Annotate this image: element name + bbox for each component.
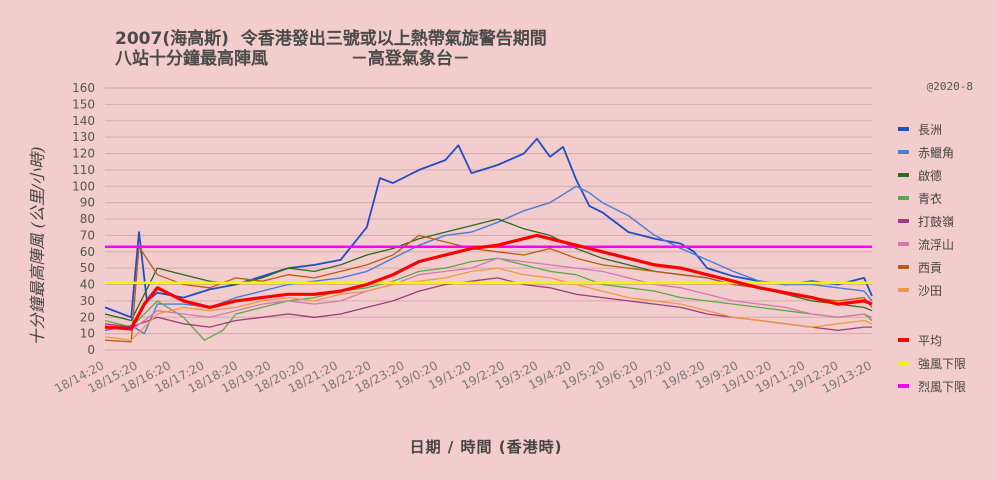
legend-item[interactable]: 平均 bbox=[898, 331, 942, 349]
series-line-沙田 bbox=[104, 267, 873, 341]
legend-label: 長洲 bbox=[918, 122, 943, 137]
x-axis-label: 日期 / 時間 (香港時) bbox=[409, 438, 563, 456]
y-tick-label: 30 bbox=[80, 294, 95, 308]
legend-swatch bbox=[898, 150, 909, 154]
legend-label: 青衣 bbox=[918, 191, 943, 206]
legend-item[interactable]: 打鼓嶺 bbox=[898, 212, 954, 230]
y-tick-label: 160 bbox=[72, 81, 95, 95]
chart-title-line-2: 八站十分鐘最高陣風 －高登氣象台－ bbox=[115, 49, 470, 69]
legend-item[interactable]: 沙田 bbox=[898, 281, 942, 299]
series-line-青衣 bbox=[104, 257, 873, 341]
legend-label: 打鼓嶺 bbox=[918, 214, 955, 229]
y-tick-label: 70 bbox=[80, 228, 95, 242]
legend-label: 赤鱲角 bbox=[918, 145, 955, 160]
series-line-平均 bbox=[104, 233, 873, 331]
y-tick-label: 40 bbox=[80, 278, 95, 292]
y-tick-label: 80 bbox=[80, 212, 95, 226]
y-tick-label: 110 bbox=[72, 163, 95, 177]
legend-label: 強風下限 bbox=[918, 356, 967, 371]
legend-label: 西貢 bbox=[918, 260, 943, 275]
legend-item[interactable]: 強風下限 bbox=[898, 354, 966, 372]
series-line-長洲 bbox=[104, 137, 873, 319]
legend-swatch bbox=[898, 361, 909, 365]
y-tick-label: 120 bbox=[72, 147, 95, 161]
legend-item[interactable]: 赤鱲角 bbox=[898, 143, 954, 161]
y-tick-label: 0 bbox=[87, 343, 95, 357]
y-tick-label: 90 bbox=[80, 196, 95, 210]
y-tick-label: 60 bbox=[80, 245, 95, 259]
legend-item[interactable]: 青衣 bbox=[898, 189, 942, 207]
y-tick-label: 150 bbox=[72, 97, 95, 111]
y-tick-label: 130 bbox=[72, 130, 95, 144]
legend-swatch bbox=[898, 265, 909, 269]
legend-swatch bbox=[898, 338, 909, 342]
series-line-流浮山 bbox=[104, 257, 873, 332]
legend-swatch bbox=[898, 219, 909, 223]
legend-item[interactable]: 長洲 bbox=[898, 120, 942, 138]
y-tick-label: 100 bbox=[72, 179, 95, 193]
legend-item[interactable]: 烈風下限 bbox=[898, 377, 966, 395]
chart-title-line-1: 2007(海高斯) 令香港發出三號或以上熱帶氣旋警告期間 bbox=[115, 29, 547, 49]
legend-swatch bbox=[898, 196, 909, 200]
y-tick-label: 140 bbox=[72, 114, 95, 128]
legend-item[interactable]: 啟德 bbox=[898, 166, 942, 184]
legend-label: 沙田 bbox=[918, 283, 943, 298]
y-tick-label: 50 bbox=[80, 261, 95, 275]
copyright-note: @2020-8 bbox=[926, 80, 973, 93]
legend-label: 烈風下限 bbox=[918, 379, 967, 394]
legend-swatch bbox=[898, 384, 909, 388]
legend-label: 啟德 bbox=[918, 168, 943, 183]
y-axis-label: 十分鐘最高陣風 (公里/小時) bbox=[28, 146, 47, 346]
y-tick-label: 20 bbox=[80, 310, 95, 324]
legend-item[interactable]: 流浮山 bbox=[898, 235, 954, 253]
legend-item[interactable]: 西貢 bbox=[898, 258, 942, 276]
series-line-赤鱲角 bbox=[104, 185, 873, 335]
legend-swatch bbox=[898, 127, 909, 131]
legend-swatch bbox=[898, 242, 909, 246]
y-tick-label: 10 bbox=[80, 327, 95, 341]
legend-swatch bbox=[898, 173, 909, 177]
legend-label: 平均 bbox=[918, 333, 943, 348]
legend-swatch bbox=[898, 288, 909, 292]
legend-label: 流浮山 bbox=[918, 237, 955, 252]
